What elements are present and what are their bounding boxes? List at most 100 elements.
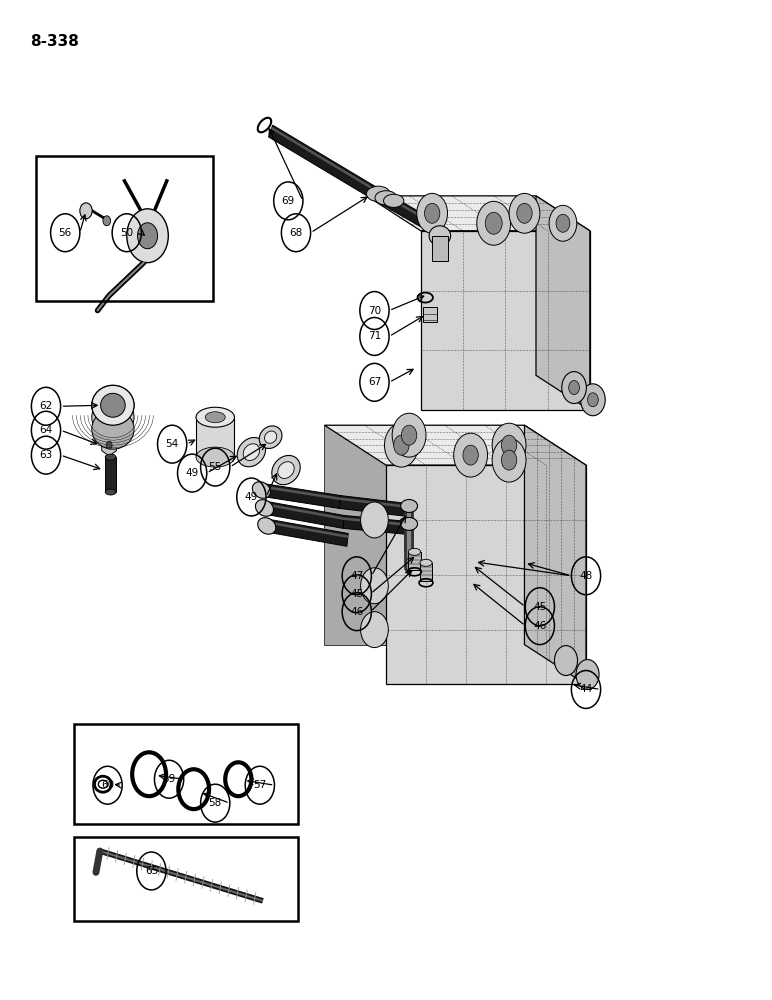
Circle shape — [477, 201, 510, 245]
Ellipse shape — [92, 409, 134, 449]
Ellipse shape — [401, 517, 418, 530]
Ellipse shape — [105, 489, 116, 495]
Polygon shape — [344, 515, 408, 534]
Bar — [196, 417, 235, 457]
Text: 50: 50 — [120, 228, 134, 238]
Ellipse shape — [278, 462, 294, 478]
Circle shape — [106, 441, 112, 449]
Text: 57: 57 — [253, 780, 266, 790]
Polygon shape — [269, 521, 348, 538]
Ellipse shape — [256, 500, 273, 516]
Circle shape — [509, 193, 540, 233]
Circle shape — [417, 193, 448, 233]
Bar — [105, 457, 116, 492]
Ellipse shape — [367, 186, 390, 202]
Polygon shape — [269, 520, 348, 546]
Text: 62: 62 — [39, 401, 52, 411]
Ellipse shape — [401, 500, 418, 512]
Ellipse shape — [243, 444, 259, 461]
Circle shape — [127, 209, 168, 263]
Ellipse shape — [100, 393, 125, 417]
Circle shape — [392, 413, 426, 457]
Circle shape — [569, 381, 580, 395]
Polygon shape — [344, 517, 408, 526]
Polygon shape — [368, 185, 442, 237]
Circle shape — [463, 445, 479, 465]
Ellipse shape — [105, 454, 116, 460]
Bar — [74, 724, 297, 824]
Bar — [74, 837, 297, 921]
Bar — [420, 563, 432, 581]
Text: 8-338: 8-338 — [31, 34, 80, 49]
Text: 49: 49 — [245, 492, 258, 502]
Circle shape — [549, 205, 577, 241]
Text: 55: 55 — [208, 462, 222, 472]
Text: 68: 68 — [290, 228, 303, 238]
Polygon shape — [421, 231, 590, 410]
Circle shape — [361, 568, 388, 604]
Ellipse shape — [265, 431, 276, 443]
Ellipse shape — [429, 226, 451, 246]
Text: 59: 59 — [162, 774, 176, 784]
Text: 46: 46 — [350, 607, 364, 617]
Text: 64: 64 — [39, 425, 52, 435]
Text: 56: 56 — [59, 228, 72, 238]
Text: 48: 48 — [579, 571, 593, 581]
Bar — [408, 552, 421, 570]
Text: 45: 45 — [350, 589, 364, 599]
Text: 63: 63 — [39, 450, 52, 460]
Ellipse shape — [252, 482, 270, 498]
Ellipse shape — [259, 426, 282, 448]
Polygon shape — [324, 425, 586, 465]
Text: 44: 44 — [579, 684, 593, 694]
Circle shape — [384, 423, 418, 467]
Circle shape — [103, 216, 110, 226]
Circle shape — [137, 223, 157, 249]
Polygon shape — [386, 465, 586, 684]
Text: 60: 60 — [101, 780, 114, 790]
Circle shape — [576, 660, 599, 689]
Polygon shape — [536, 196, 590, 410]
Polygon shape — [267, 503, 344, 520]
Text: 49: 49 — [185, 468, 198, 478]
Ellipse shape — [384, 194, 404, 207]
Polygon shape — [340, 497, 408, 508]
Circle shape — [562, 372, 587, 404]
Circle shape — [80, 203, 92, 219]
Text: 70: 70 — [368, 306, 381, 316]
Text: 65: 65 — [145, 866, 158, 876]
Ellipse shape — [92, 397, 134, 437]
Bar — [423, 307, 437, 322]
Circle shape — [425, 203, 440, 223]
Ellipse shape — [205, 412, 225, 423]
Circle shape — [587, 393, 598, 407]
Text: 46: 46 — [533, 621, 547, 631]
Circle shape — [361, 502, 388, 538]
Circle shape — [394, 435, 409, 455]
Polygon shape — [269, 125, 373, 197]
Polygon shape — [524, 425, 586, 684]
Circle shape — [581, 384, 605, 416]
Polygon shape — [367, 196, 590, 231]
Bar — [36, 156, 213, 301]
Circle shape — [556, 214, 570, 232]
Ellipse shape — [196, 407, 235, 427]
Circle shape — [493, 423, 526, 467]
Circle shape — [501, 450, 516, 470]
Circle shape — [486, 212, 502, 234]
Ellipse shape — [237, 438, 266, 467]
Ellipse shape — [92, 385, 134, 425]
Text: 69: 69 — [282, 196, 295, 206]
Text: 54: 54 — [165, 439, 179, 449]
Polygon shape — [271, 127, 372, 189]
Circle shape — [516, 203, 532, 223]
Circle shape — [501, 435, 516, 455]
Circle shape — [493, 438, 526, 482]
Text: 45: 45 — [533, 602, 547, 612]
Polygon shape — [262, 484, 340, 508]
Ellipse shape — [375, 191, 397, 205]
Ellipse shape — [420, 559, 432, 566]
Polygon shape — [263, 486, 340, 500]
Text: 71: 71 — [367, 331, 381, 341]
Circle shape — [554, 646, 577, 676]
